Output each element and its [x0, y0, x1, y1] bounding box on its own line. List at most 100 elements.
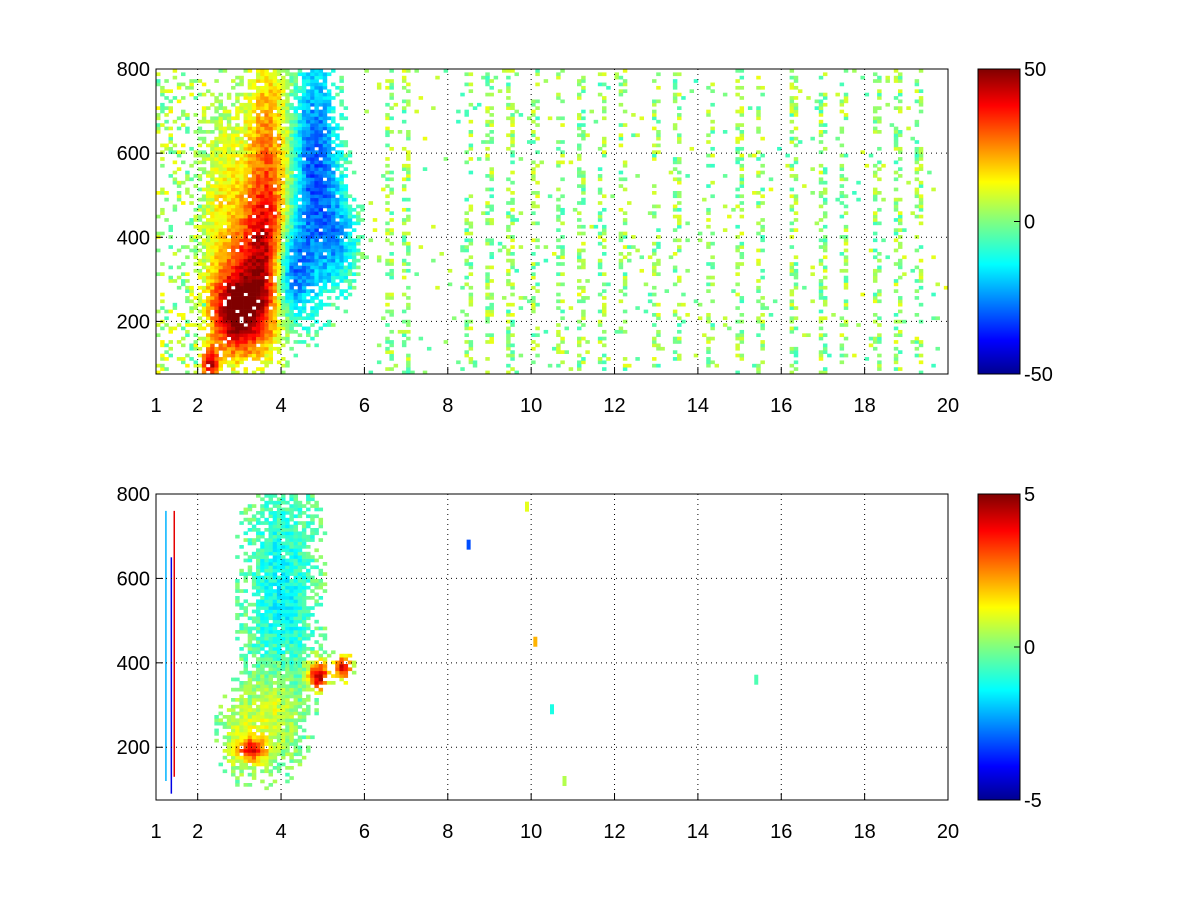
heat-cell [706, 316, 711, 321]
heat-cell [472, 363, 478, 368]
heat-cell [239, 329, 244, 334]
heat-cell [243, 197, 249, 202]
heat-cell [260, 248, 265, 253]
heat-cell [306, 313, 311, 317]
heat-cell [185, 85, 190, 90]
heat-cell [276, 116, 282, 121]
heat-cell [914, 214, 920, 219]
heat-cell [260, 102, 265, 107]
heat-cell [243, 664, 249, 668]
heat-cell [401, 177, 407, 182]
heat-cell [264, 336, 269, 341]
heat-cell [272, 255, 278, 260]
heat-cell [401, 343, 407, 348]
heat-cell [239, 130, 244, 134]
heat-cell [839, 360, 845, 365]
heat-cell [331, 224, 336, 229]
heat-cell [214, 363, 219, 368]
heat-cell [318, 184, 324, 188]
heat-cell [385, 258, 390, 263]
heat-cell [314, 211, 319, 216]
heat-cell [789, 96, 795, 100]
heat-cell [235, 221, 240, 226]
heat-cell [251, 715, 257, 719]
heat-cell [189, 85, 194, 90]
heat-cell [531, 221, 536, 226]
heat-cell [276, 248, 282, 253]
heat-cell [264, 170, 269, 175]
heat-cell [339, 157, 344, 161]
heat-cell [656, 143, 661, 148]
heat-cell [164, 113, 169, 117]
heat-cell [293, 296, 299, 300]
heat-cell [243, 711, 249, 716]
heat-cell [239, 174, 244, 178]
heat-cell [239, 681, 244, 685]
heat-cell [822, 92, 828, 97]
heat-cell [197, 126, 203, 131]
heat-cell [260, 653, 265, 658]
heat-cell [256, 630, 261, 634]
heat-cell [201, 231, 207, 236]
heat-cell [206, 228, 211, 232]
heat-cell [531, 262, 536, 266]
heat-cell [677, 106, 682, 110]
heat-cell [893, 136, 899, 141]
heat-cell [793, 326, 799, 331]
heat-cell [739, 299, 745, 304]
heat-cell [314, 302, 319, 307]
heat-cell [893, 248, 899, 253]
heat-cell [406, 336, 411, 341]
heat-cell [222, 136, 228, 141]
heat-cell [189, 292, 194, 297]
heat-cell [218, 262, 223, 266]
heat-cell [189, 357, 194, 361]
heat-cell [843, 302, 849, 307]
heat-cell [222, 245, 228, 249]
heat-cell [301, 191, 307, 195]
heat-cell [206, 252, 211, 256]
heat-cell [247, 319, 253, 324]
heat-cell [314, 309, 319, 314]
heat-cell [843, 336, 849, 341]
heat-cell [293, 75, 299, 80]
heat-cell [231, 194, 236, 199]
heat-cell [285, 323, 290, 327]
heat-cell [347, 282, 353, 287]
heat-cell [485, 357, 490, 361]
heat-cell [535, 333, 540, 338]
heat-cell [189, 221, 194, 226]
heat-cell [877, 333, 882, 338]
heat-cell [310, 248, 315, 253]
heat-cell [293, 282, 299, 287]
heat-cell [247, 640, 253, 644]
heat-cell [839, 163, 845, 168]
heat-cell [239, 160, 244, 165]
heat-cell [672, 336, 678, 341]
heat-cell [356, 218, 361, 222]
heat-cell [301, 235, 307, 239]
heat-cell [276, 79, 282, 83]
heat-cell [256, 204, 261, 209]
heat-cell [618, 133, 624, 138]
heat-cell [652, 113, 657, 117]
heat-cell [256, 562, 261, 566]
heat-cell [818, 357, 824, 361]
heat-cell [247, 616, 253, 621]
heat-cell [356, 204, 361, 209]
heat-cell [264, 262, 269, 266]
heat-cell [510, 292, 515, 297]
heat-cell [481, 75, 486, 80]
heat-cell [210, 252, 215, 256]
heat-cell [293, 218, 299, 222]
heat-cell [293, 167, 299, 171]
heat-cell [706, 109, 711, 114]
heat-cell [489, 255, 494, 260]
heat-cell [297, 296, 303, 300]
heat-cell [247, 708, 253, 712]
heat-cell [164, 79, 169, 83]
heat-cell [285, 92, 290, 97]
heat-cell [618, 143, 624, 148]
heat-cell [893, 133, 899, 138]
heat-cell [351, 285, 357, 290]
